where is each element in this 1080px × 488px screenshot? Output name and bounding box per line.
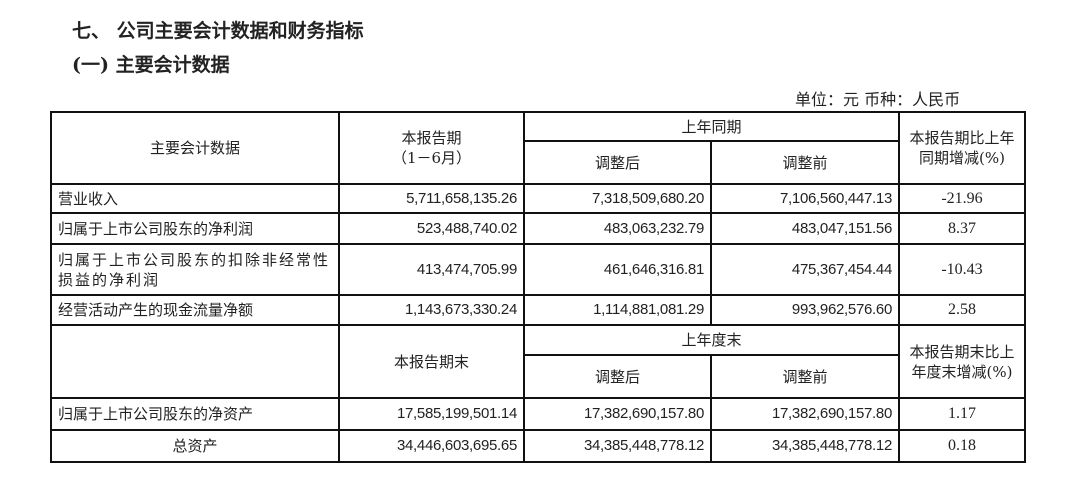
current-value: 17,585,199,501.14 (338, 397, 525, 431)
change-value: 0.18 (898, 429, 1026, 463)
row-label: 归属于上市公司股东的净资产 (50, 397, 340, 431)
adjusted-before-value: 7,106,560,447.13 (710, 183, 900, 214)
header-adjusted-before: 调整前 (710, 140, 900, 185)
header-adjusted-before-2: 调整前 (710, 354, 900, 399)
adjusted-after-value: 483,063,232.79 (523, 212, 712, 245)
section-heading: 七、 公司主要会计数据和财务指标 (72, 20, 364, 42)
adjusted-before-value: 483,047,151.56 (710, 212, 900, 245)
adjusted-after-value: 7,318,509,680.20 (523, 183, 712, 214)
unit-note: 单位：元 币种：人民币 (795, 90, 961, 109)
adjusted-before-value: 475,367,454.44 (710, 243, 900, 296)
change-value: 1.17 (898, 397, 1026, 431)
adjusted-after-value: 461,646,316.81 (523, 243, 712, 296)
row-label: 经营活动产生的现金流量净额 (50, 294, 340, 326)
table-row: 归属于上市公司股东的净资产 17,585,199,501.14 17,382,6… (50, 397, 1026, 431)
table-row: 归属于上市公司股东的扣除非经常性损益的净利润 413,474,705.99 46… (50, 243, 1026, 296)
header-prior-year-end: 上年度末 (523, 324, 900, 356)
adjusted-before-value: 993,962,576.60 (710, 294, 900, 326)
header-prior: 上年同期 (523, 111, 900, 142)
header-change-2: 本报告期末比上年度末增减(%) (898, 324, 1026, 399)
row-label: 归属于上市公司股东的扣除非经常性损益的净利润 (50, 243, 340, 296)
row-label: 总资产 (50, 429, 340, 463)
table-row: 营业收入 5,711,658,135.26 7,318,509,680.20 7… (50, 183, 1026, 214)
header-period-end: 本报告期末 (338, 324, 525, 399)
header-adjusted-after: 调整后 (523, 140, 712, 185)
change-value: -10.43 (898, 243, 1026, 296)
current-value: 413,474,705.99 (338, 243, 525, 296)
current-value: 5,711,658,135.26 (338, 183, 525, 214)
header-empty (50, 324, 340, 399)
current-value: 34,446,603,695.65 (338, 429, 525, 463)
current-value: 1,143,673,330.24 (338, 294, 525, 326)
header-current-sub: （1－6月） (391, 149, 472, 167)
current-value: 523,488,740.02 (338, 212, 525, 245)
adjusted-after-value: 34,385,448,778.12 (523, 429, 712, 463)
header-change: 本报告期比上年同期增减(%) (898, 111, 1026, 185)
change-value: 8.37 (898, 212, 1026, 245)
table-row: 经营活动产生的现金流量净额 1,143,673,330.24 1,114,881… (50, 294, 1026, 326)
row-label: 归属于上市公司股东的净利润 (50, 212, 340, 245)
adjusted-after-value: 17,382,690,157.80 (523, 397, 712, 431)
header-current-label: 本报告期 (401, 129, 462, 147)
table-row: 总资产 34,446,603,695.65 34,385,448,778.12 … (50, 429, 1026, 463)
subsection-heading: (一) 主要会计数据 (72, 54, 230, 76)
change-value: 2.58 (898, 294, 1026, 326)
adjusted-before-value: 17,382,690,157.80 (710, 397, 900, 431)
adjusted-before-value: 34,385,448,778.12 (710, 429, 900, 463)
accounting-data-table: 主要会计数据 本报告期 （1－6月） 上年同期 本报告期比上年同期增减(%) 调整… (50, 111, 1026, 463)
header-item: 主要会计数据 (50, 111, 340, 185)
table-row: 归属于上市公司股东的净利润 523,488,740.02 483,063,232… (50, 212, 1026, 245)
row-label: 营业收入 (50, 183, 340, 214)
header-adjusted-after-2: 调整后 (523, 354, 712, 399)
adjusted-after-value: 1,114,881,081.29 (523, 294, 712, 326)
header-current: 本报告期 （1－6月） (338, 111, 525, 185)
change-value: -21.96 (898, 183, 1026, 214)
